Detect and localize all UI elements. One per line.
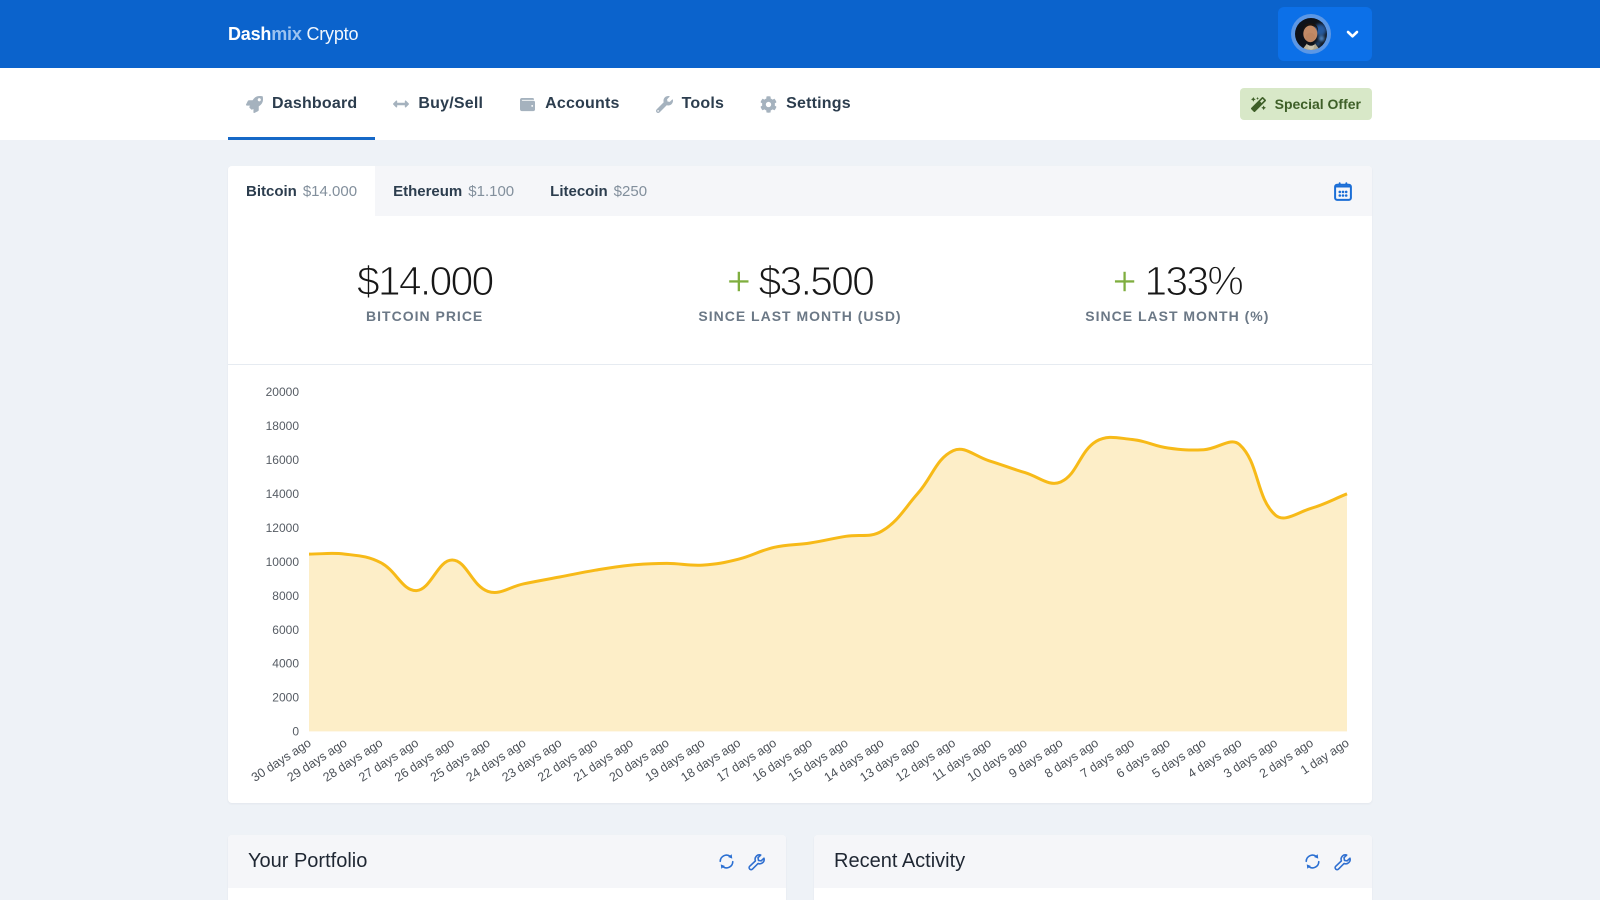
- svg-text:16000: 16000: [266, 453, 300, 467]
- svg-text:4000: 4000: [272, 657, 299, 671]
- svg-text:6000: 6000: [272, 623, 299, 637]
- svg-text:0: 0: [292, 725, 299, 739]
- svg-text:2000: 2000: [272, 691, 299, 705]
- svg-text:14000: 14000: [266, 487, 300, 501]
- svg-text:12000: 12000: [266, 521, 300, 535]
- svg-text:8000: 8000: [272, 589, 299, 603]
- svg-text:18000: 18000: [266, 419, 300, 433]
- svg-text:20000: 20000: [266, 385, 300, 399]
- svg-text:10000: 10000: [266, 555, 300, 569]
